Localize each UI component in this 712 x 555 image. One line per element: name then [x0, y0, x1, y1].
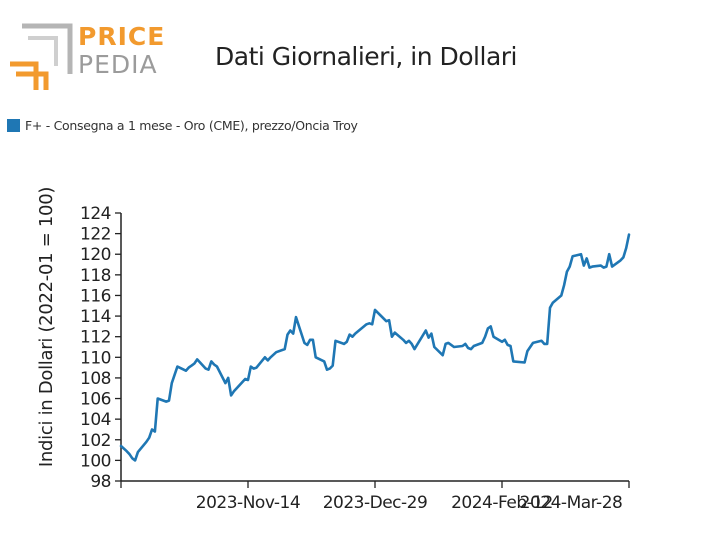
- y-tick-label: 110: [80, 348, 111, 368]
- y-tick-label: 120: [80, 245, 111, 265]
- series-line-gold: [119, 233, 631, 462]
- x-tick-label: 2024-Feb-12: [451, 493, 553, 513]
- series-layer: [119, 233, 631, 462]
- logo-mark: [10, 23, 73, 90]
- y-tick-label: 102: [80, 431, 111, 451]
- y-tick-label: 104: [80, 410, 111, 430]
- legend-label: F+ - Consegna a 1 mese - Oro (CME), prez…: [25, 118, 358, 133]
- x-tick-label: 2024-Mar-28: [520, 493, 623, 513]
- logo-text-price: PRICE: [78, 22, 166, 51]
- y-tick-label: 124: [80, 204, 111, 224]
- y-tick-label: 98: [90, 472, 111, 492]
- y-tick-label: 114: [80, 307, 111, 327]
- y-tick-label: 112: [80, 328, 111, 348]
- y-tick-label: 100: [80, 451, 111, 471]
- y-axis: 9810010210410610811011211411611812012212…: [80, 204, 122, 492]
- x-tick-label: 2023-Nov-14: [196, 493, 300, 513]
- chart-title: Dati Giornalieri, in Dollari: [215, 42, 518, 71]
- logo-text-pedia: PEDIA: [78, 50, 158, 79]
- y-tick-label: 108: [80, 369, 111, 389]
- y-tick-label: 106: [80, 390, 111, 410]
- y-tick-label: 122: [80, 225, 111, 245]
- y-axis-title: Indici in Dollari (2022-01 = 100): [36, 187, 57, 467]
- y-tick-label: 118: [80, 266, 111, 286]
- legend-swatch: [7, 119, 20, 132]
- x-tick-label: 2023-Dec-29: [323, 493, 428, 513]
- pricepedia-logo: PRICE PEDIA: [8, 20, 168, 95]
- legend[interactable]: F+ - Consegna a 1 mese - Oro (CME), prez…: [7, 118, 358, 133]
- y-tick-label: 116: [80, 286, 111, 306]
- x-axis: 2023-Nov-14 2023-Dec-29 2024-Feb-122024-Ma…: [120, 480, 630, 513]
